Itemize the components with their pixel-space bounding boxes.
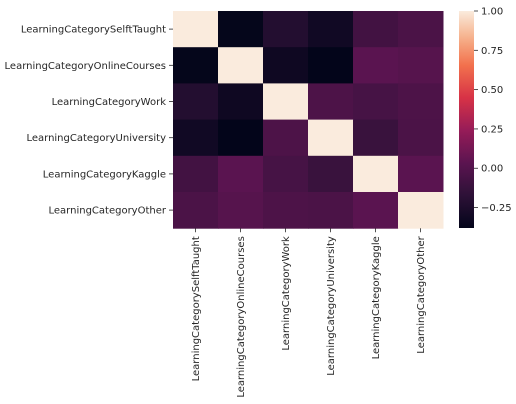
heatmap-cell-4-5: [398, 155, 444, 193]
colorbar-tick-label: 0.50: [481, 85, 503, 96]
heatmap-cell-2-2: [263, 83, 309, 121]
y-tick-label: LearningCategoryUniversity: [26, 133, 166, 144]
heatmap-cell-3-1: [218, 119, 264, 157]
heatmap-cell-0-0: [173, 11, 219, 48]
y-tick-label: LearningCategoryOnlineCourses: [5, 61, 166, 72]
heatmap-cell-2-5: [398, 83, 444, 121]
colorbar-tick-label: 0.00: [481, 164, 503, 175]
colorbar-tick-label: 1.00: [481, 7, 503, 18]
heatmap-cell-0-4: [353, 11, 399, 48]
heatmap-cell-1-5: [398, 47, 444, 84]
heatmap-cell-4-2: [263, 155, 309, 193]
heatmap-cell-3-3: [308, 119, 354, 157]
heatmap-cell-5-4: [353, 192, 399, 229]
x-axis: LearningCategorySelftTaught LearningCateg…: [191, 228, 427, 398]
x-tick-label: LearningCategoryUniversity: [326, 236, 337, 376]
y-tick-label: LearningCategorySelftTaught: [21, 25, 166, 36]
x-tick-label: LearningCategoryKaggle: [371, 236, 382, 359]
heatmap-cell-5-1: [218, 192, 264, 229]
x-tick-label: LearningCategoryOther: [416, 235, 427, 353]
heatmap-cell-2-4: [353, 83, 399, 121]
heatmap-cell-5-2: [263, 192, 309, 229]
colorbar-tick-label: −0.25: [481, 203, 512, 214]
heatmap-cell-5-3: [308, 192, 354, 229]
heatmap-cell-0-3: [308, 11, 354, 48]
heatmap-cell-1-3: [308, 47, 354, 84]
heatmap-cell-4-4: [353, 155, 399, 193]
heatmap-cell-0-1: [218, 11, 264, 48]
x-tick-label: LearningCategorySelftTaught: [191, 236, 202, 381]
heatmap-cells: [173, 11, 444, 229]
heatmap-cell-2-1: [218, 83, 264, 121]
y-tick-label: LearningCategoryWork: [52, 97, 167, 108]
x-tick-label: LearningCategoryWork: [281, 236, 292, 351]
heatmap-cell-1-4: [353, 47, 399, 84]
heatmap-cell-2-3: [308, 83, 354, 121]
heatmap-cell-5-0: [173, 192, 219, 229]
colorbar: [459, 11, 474, 228]
heatmap-cell-3-2: [263, 119, 309, 157]
heatmap-cell-4-0: [173, 155, 219, 193]
heatmap-cell-4-3: [308, 155, 354, 193]
y-tick-label: LearningCategoryKaggle: [43, 169, 166, 180]
colorbar-tick-label: 0.25: [481, 124, 503, 135]
heatmap-cell-0-2: [263, 11, 309, 48]
heatmap-cell-1-1: [218, 47, 264, 84]
colorbar-ticks: −0.25 0.00 0.25 0.50 0.75 1.00: [474, 7, 512, 214]
heatmap-cell-3-4: [353, 119, 399, 157]
heatmap-cell-4-1: [218, 155, 264, 193]
heatmap-cell-0-5: [398, 11, 444, 48]
x-tick-label: LearningCategoryOnlineCourses: [236, 236, 247, 397]
heatmap-cell-3-0: [173, 119, 219, 157]
heatmap-cell-5-5: [398, 192, 444, 229]
y-tick-label: LearningCategoryOther: [49, 206, 167, 217]
heatmap-cell-3-5: [398, 119, 444, 157]
y-axis: LearningCategorySelftTaught LearningCateg…: [5, 25, 173, 217]
heatmap-cell-2-0: [173, 83, 219, 121]
heatmap-cell-1-0: [173, 47, 219, 84]
heatmap-cell-1-2: [263, 47, 309, 84]
colorbar-tick-label: 0.75: [481, 46, 503, 57]
